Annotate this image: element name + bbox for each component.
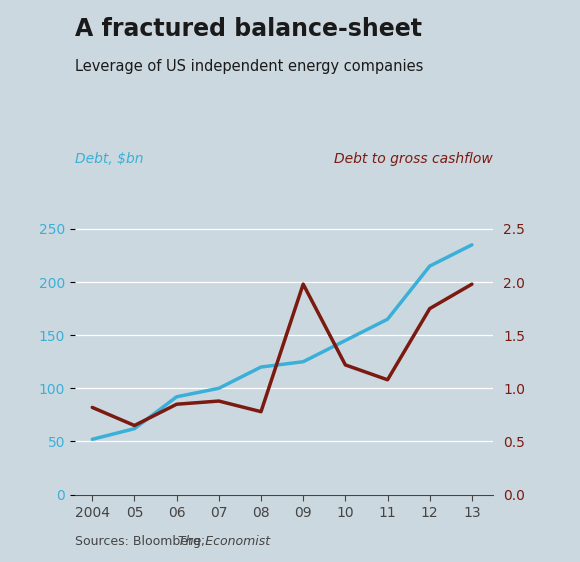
Text: Sources: Bloomberg;: Sources: Bloomberg; (75, 535, 209, 548)
Text: A fractured balance-sheet: A fractured balance-sheet (75, 17, 422, 41)
Text: The Economist: The Economist (178, 535, 270, 548)
Text: Debt, $bn: Debt, $bn (75, 152, 144, 166)
Text: Debt to gross cashflow: Debt to gross cashflow (334, 152, 493, 166)
Text: Leverage of US independent energy companies: Leverage of US independent energy compan… (75, 59, 424, 74)
